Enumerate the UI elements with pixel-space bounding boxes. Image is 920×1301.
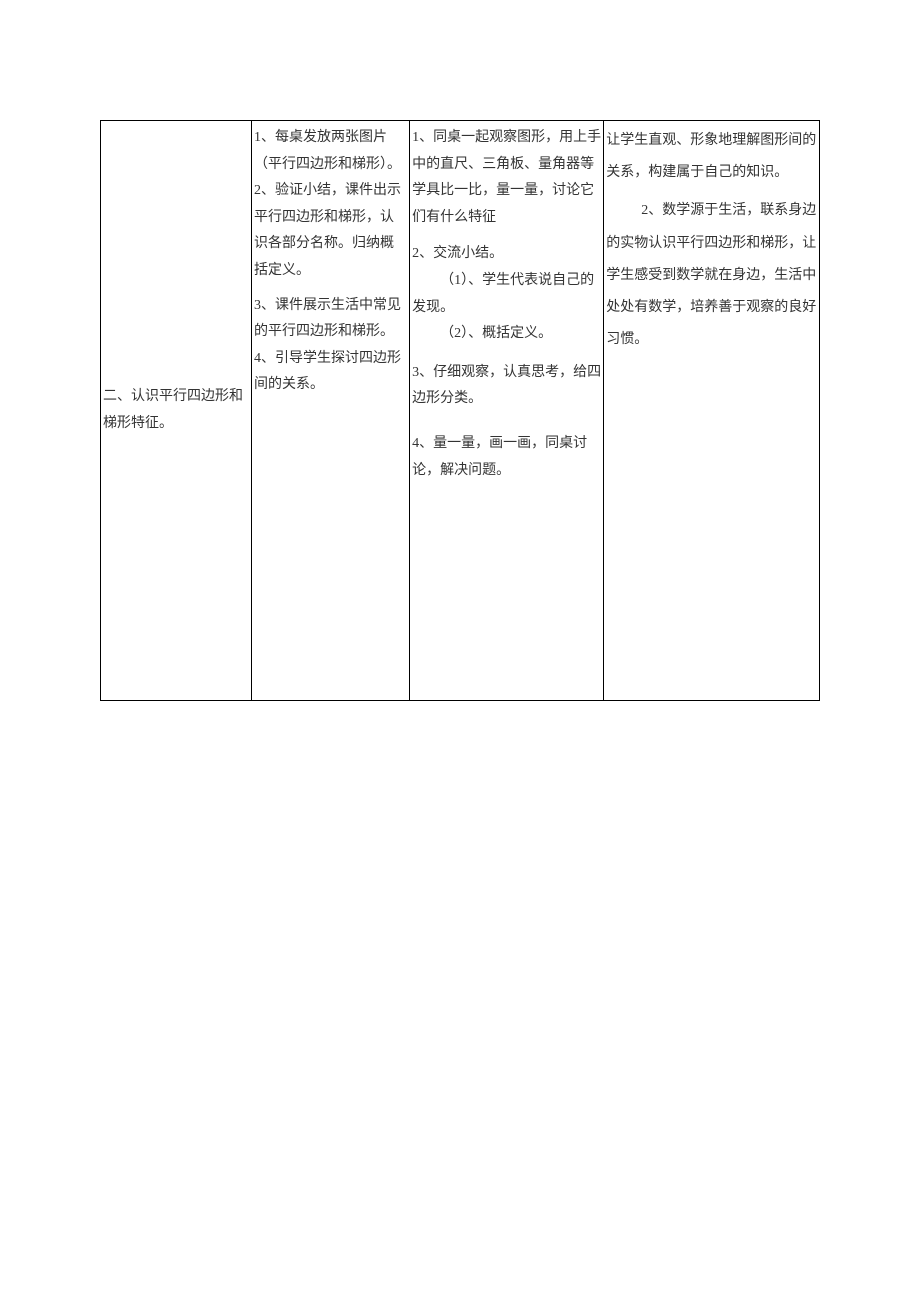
design-intent-cell: 让学生直观、形象地理解图形间的关系，构建属于自己的知识。 2、数学源于生活，联系… bbox=[604, 121, 820, 701]
table-row: 二、认识平行四边形和梯形特征。 1、每桌发放两张图片（平行四边形和梯形）。 2、… bbox=[101, 121, 820, 701]
student-activity-cell: 1、同桌一起观察图形，用上手中的直尺、三角板、量角器等学具比一比，量一量，讨论它… bbox=[410, 121, 604, 701]
teacher-item-1: 1、每桌发放两张图片（平行四边形和梯形）。 bbox=[254, 125, 407, 178]
teacher-item-2: 2、验证小结，课件出示平行四边形和梯形，认识各部分名称。归纳概括定义。 bbox=[254, 178, 407, 284]
lesson-plan-table: 二、认识平行四边形和梯形特征。 1、每桌发放两张图片（平行四边形和梯形）。 2、… bbox=[100, 120, 820, 701]
teacher-item-3: 3、课件展示生活中常见的平行四边形和梯形。 bbox=[254, 293, 407, 346]
teacher-activity-cell: 1、每桌发放两张图片（平行四边形和梯形）。 2、验证小结，课件出示平行四边形和梯… bbox=[251, 121, 409, 701]
student-item-2b: （2）、概括定义。 bbox=[412, 321, 601, 348]
student-item-4: 4、量一量，画一画，同桌讨论，解决问题。 bbox=[412, 431, 601, 484]
student-item-2: 2、交流小结。 bbox=[412, 241, 601, 268]
student-item-1: 1、同桌一起观察图形，用上手中的直尺、三角板、量角器等学具比一比，量一量，讨论它… bbox=[412, 125, 601, 231]
intent-item-2: 2、数学源于生活，联系身边的实物认识平行四边形和梯形，让学生感受到数学就在身边，… bbox=[606, 195, 817, 356]
student-item-3: 3、仔细观察，认真思考，给四边形分类。 bbox=[412, 360, 601, 413]
intent-item-1: 让学生直观、形象地理解图形间的关系，构建属于自己的知识。 bbox=[606, 125, 817, 189]
section-title-cell: 二、认识平行四边形和梯形特征。 bbox=[101, 121, 252, 701]
section-title: 二、认识平行四边形和梯形特征。 bbox=[103, 384, 249, 437]
teacher-item-4: 4、引导学生探讨四边形间的关系。 bbox=[254, 346, 407, 399]
student-item-2a: （1）、学生代表说自己的发现。 bbox=[412, 268, 601, 321]
